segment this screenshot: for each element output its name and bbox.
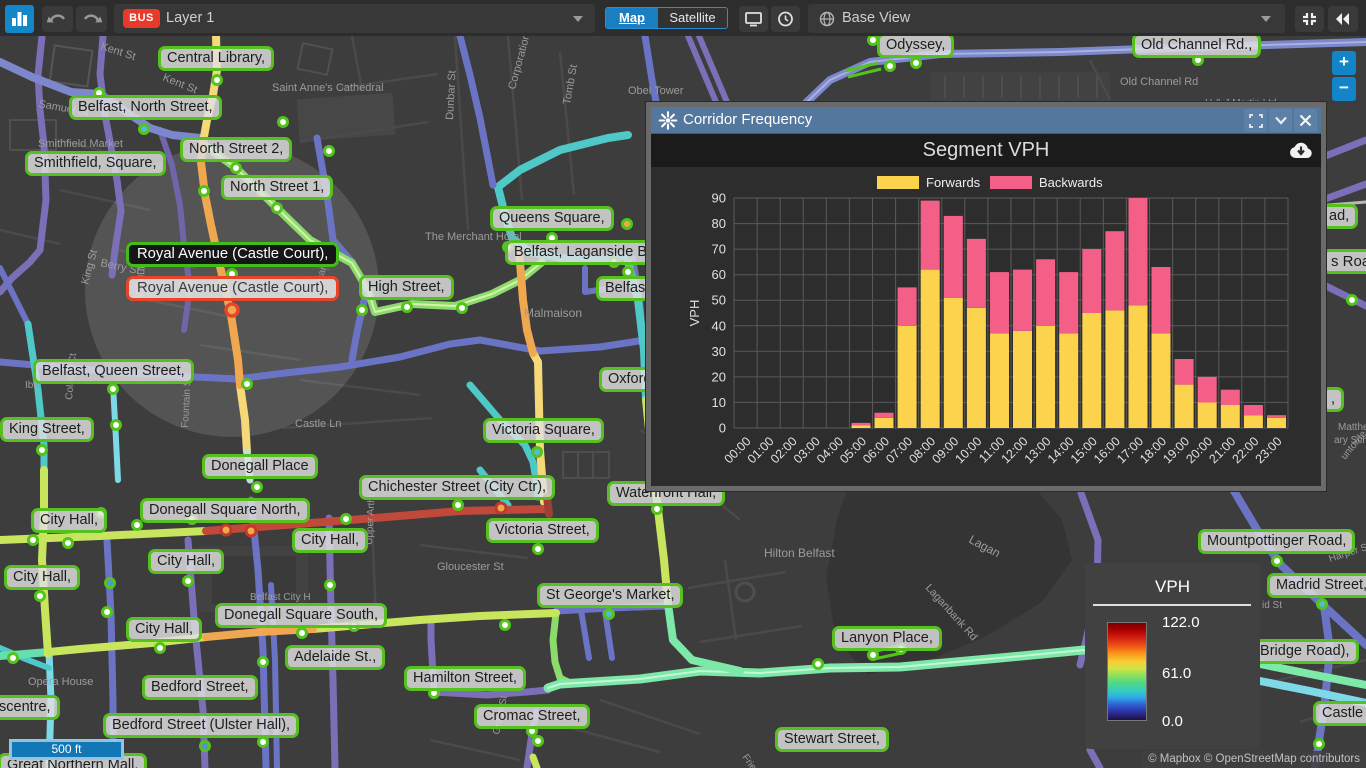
svg-text:Gloucester St: Gloucester St — [437, 561, 504, 573]
svg-text:Hilton Belfast: Hilton Belfast — [764, 546, 835, 560]
svg-text:Dunbar St: Dunbar St — [444, 70, 459, 120]
svg-text:Obel Tower: Obel Tower — [628, 85, 684, 97]
svg-text:ary Sch: ary Sch — [1334, 435, 1366, 446]
svg-text:Castle Ln: Castle Ln — [295, 418, 341, 430]
svg-text:Matthew: Matthew — [1338, 422, 1366, 433]
svg-text:Fountain St: Fountain St — [180, 376, 194, 428]
svg-text:Saint Anne's Cathedral: Saint Anne's Cathedral — [272, 82, 384, 94]
svg-text:id St: id St — [1262, 600, 1282, 611]
svg-text:Opera House: Opera House — [28, 676, 93, 688]
svg-text:Old Channel Rd: Old Channel Rd — [1120, 76, 1198, 88]
svg-text:The Merchant Hotel: The Merchant Hotel — [425, 231, 522, 243]
svg-text:Malmaison: Malmaison — [524, 306, 582, 320]
svg-text:Smithfield Market: Smithfield Market — [38, 138, 123, 150]
svg-text:Ibis: Ibis — [25, 380, 41, 391]
svg-text:Belfast City H: Belfast City H — [250, 592, 311, 603]
